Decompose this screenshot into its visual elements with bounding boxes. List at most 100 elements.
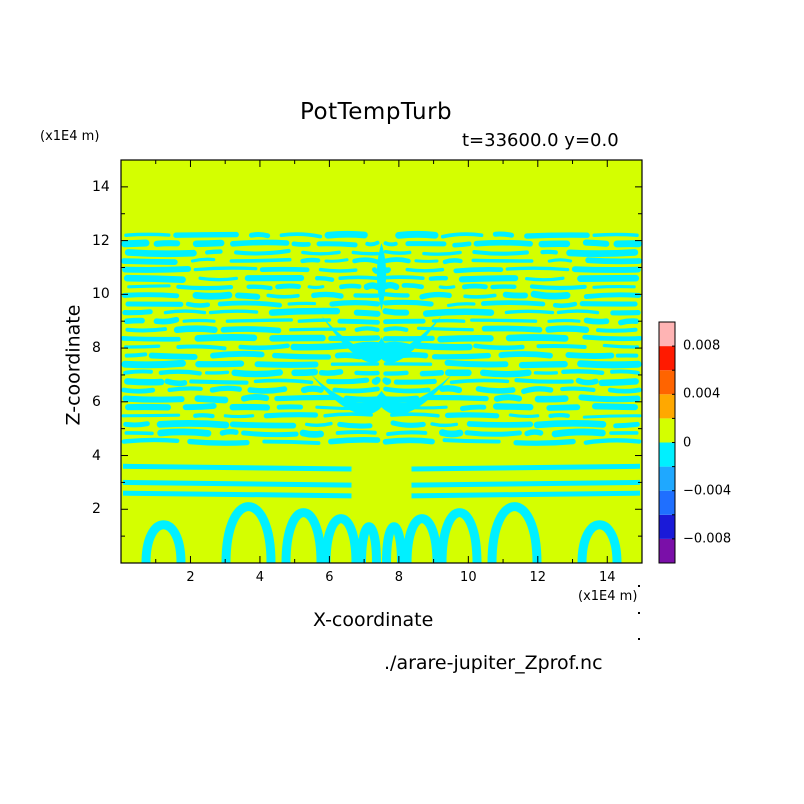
contour-field xyxy=(120,160,643,564)
contour-band xyxy=(324,258,349,263)
contour-band xyxy=(431,352,491,360)
contour-band xyxy=(565,352,615,359)
contour-band xyxy=(383,275,425,281)
contour-band xyxy=(122,309,153,316)
contour-band xyxy=(472,249,529,256)
contour-band xyxy=(328,335,381,342)
contour-band xyxy=(220,326,282,334)
contour-band xyxy=(480,369,532,378)
contour-band xyxy=(210,350,265,359)
x-tick-label: 10 xyxy=(460,570,477,585)
contour-band xyxy=(272,352,332,360)
contour-band xyxy=(328,436,381,445)
contour-band xyxy=(453,267,504,274)
contour-band xyxy=(582,239,610,247)
contour-band xyxy=(525,276,565,282)
contour-band xyxy=(536,343,587,349)
contour-band xyxy=(521,386,554,394)
contour-band xyxy=(253,378,314,385)
contour-band xyxy=(123,317,145,324)
contour-band xyxy=(198,276,238,282)
contour-band xyxy=(524,232,590,239)
contour-band xyxy=(248,232,271,239)
contour-band xyxy=(393,378,437,385)
contour-band xyxy=(121,359,186,369)
contour-band xyxy=(157,428,212,437)
contour-band xyxy=(419,291,452,300)
contour-band xyxy=(205,249,223,255)
y-tick-label: 4 xyxy=(92,447,101,464)
contour-band xyxy=(234,292,261,300)
contour-band xyxy=(125,327,168,333)
contour-band xyxy=(444,412,500,419)
contour-band xyxy=(575,377,599,386)
contour-band xyxy=(505,334,569,342)
contour-band xyxy=(217,300,283,308)
y-tick-label: 10 xyxy=(92,286,110,303)
contour-band xyxy=(591,403,638,411)
contour-band xyxy=(354,326,380,332)
contour-band xyxy=(193,413,215,419)
x-unit-label: (x1E4 m) xyxy=(578,589,638,604)
contour-band xyxy=(422,250,462,256)
contour-arch xyxy=(221,502,276,564)
contour-band xyxy=(382,308,410,316)
contour-plume xyxy=(321,315,442,363)
contour-band xyxy=(334,352,363,360)
contour-band xyxy=(124,378,165,386)
contour-band xyxy=(551,428,606,438)
contour-band xyxy=(585,257,642,265)
contour-band xyxy=(459,404,487,411)
stray-mark xyxy=(638,612,640,614)
contour-band xyxy=(529,284,587,291)
contour-band xyxy=(583,317,610,325)
contour-band xyxy=(238,343,290,351)
contour-band xyxy=(371,376,381,385)
contour-band xyxy=(518,361,568,369)
contour-band xyxy=(173,325,218,334)
contour-arch xyxy=(382,522,406,564)
contour-band xyxy=(120,336,181,342)
contour-arch xyxy=(437,508,482,564)
contour-band xyxy=(329,300,381,307)
contour-band xyxy=(289,327,347,332)
contour-band xyxy=(266,293,300,299)
contour-band xyxy=(173,231,239,238)
x-tick-label: 2 xyxy=(186,570,195,585)
colorbar-tick-label: −0.008 xyxy=(683,531,732,547)
contour-band xyxy=(583,438,642,445)
contour-band xyxy=(607,387,642,394)
contour-band xyxy=(240,394,270,402)
contour-band xyxy=(452,241,472,248)
contour-plume xyxy=(376,243,387,311)
contour-band xyxy=(192,239,225,248)
contour-band xyxy=(241,430,299,438)
x-tick-label: 6 xyxy=(325,570,334,585)
plot-frame xyxy=(120,159,643,564)
contour-band xyxy=(431,318,466,323)
contour-band xyxy=(337,318,380,325)
contour-arch xyxy=(487,502,542,564)
contour-band xyxy=(547,318,581,323)
contour-band xyxy=(383,318,426,325)
contour-band xyxy=(231,369,283,378)
contour-band xyxy=(158,369,202,376)
contour-band xyxy=(164,378,188,387)
contour-band xyxy=(419,370,445,377)
contour-band xyxy=(123,369,153,375)
contour-band xyxy=(473,343,525,351)
contour-band xyxy=(323,412,373,418)
contour-band xyxy=(301,250,341,256)
contour-band xyxy=(546,404,581,411)
contour-band xyxy=(383,257,411,264)
x-tick-label: 14 xyxy=(598,570,616,585)
contour-band xyxy=(335,430,377,435)
colorbar-segment xyxy=(659,514,675,539)
contour-band xyxy=(524,429,544,437)
contour-band xyxy=(492,231,515,238)
contour-band xyxy=(449,378,510,385)
contour-band xyxy=(618,318,640,326)
contour-band xyxy=(446,302,476,308)
